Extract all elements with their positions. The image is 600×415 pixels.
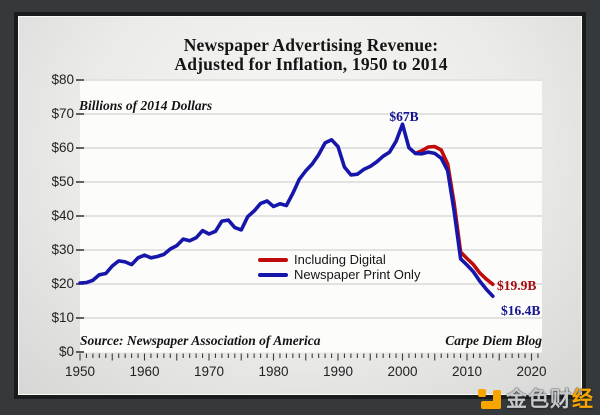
x-axis-label-2000: 2000	[387, 364, 418, 379]
x-axis-label-1970: 1970	[193, 364, 225, 379]
x-axis-label-2020: 2020	[516, 364, 547, 379]
source-note: Source: Newspaper Association of America	[80, 333, 321, 348]
legend-label-including-digital: Including Digital	[294, 252, 386, 267]
y-axis-label-70: $70	[51, 106, 74, 121]
credit-note: Carpe Diem Blog	[445, 333, 542, 348]
x-axis-label-1950: 1950	[64, 364, 96, 379]
annotation-red-end-value: $19.9B	[497, 278, 537, 293]
chart-legend: Including Digital Newspaper Print Only	[258, 252, 420, 282]
blue-line-swatch-icon	[258, 272, 288, 277]
annotation-blue-end-value: $16.4B	[501, 303, 541, 318]
legend-row-print-only: Newspaper Print Only	[258, 267, 420, 282]
red-line-swatch-icon	[258, 257, 288, 262]
y-axis-label-60: $60	[51, 140, 74, 155]
y-axis-label-30: $30	[51, 242, 74, 257]
watermark-jinse-finance: 金色财经	[477, 383, 594, 413]
series-line-print-only	[78, 122, 495, 299]
y-axis-label-0: $0	[58, 344, 74, 359]
y-axis-label-20: $20	[51, 276, 74, 291]
x-axis-label-1980: 1980	[258, 364, 289, 379]
y-axis-units-note: Billions of 2014 Dollars	[79, 98, 213, 113]
chart-title-line1: Newspaper Advertising Revenue:	[183, 35, 439, 55]
legend-label-print-only: Newspaper Print Only	[294, 267, 421, 282]
y-axis-label-10: $10	[51, 310, 74, 325]
y-axis-label-40: $40	[51, 208, 74, 223]
watermark-text: 金色财经	[506, 388, 594, 411]
y-axis-label-80: $80	[51, 72, 74, 87]
x-axis-label-1960: 1960	[129, 364, 160, 379]
annotation-peak-value: $67B	[389, 109, 419, 124]
x-axis-label-2010: 2010	[451, 364, 483, 379]
chart-title-line2: Adjusted for Inflation, 1950 to 2014	[174, 54, 448, 74]
chart-title: Newspaper Advertising Revenue: Adjusted …	[80, 36, 542, 74]
x-axis-label-1990: 1990	[322, 364, 354, 379]
jinse-logo-icon	[477, 386, 502, 411]
y-axis-label-50: $50	[51, 174, 74, 189]
legend-row-including-digital: Including Digital	[258, 252, 420, 267]
